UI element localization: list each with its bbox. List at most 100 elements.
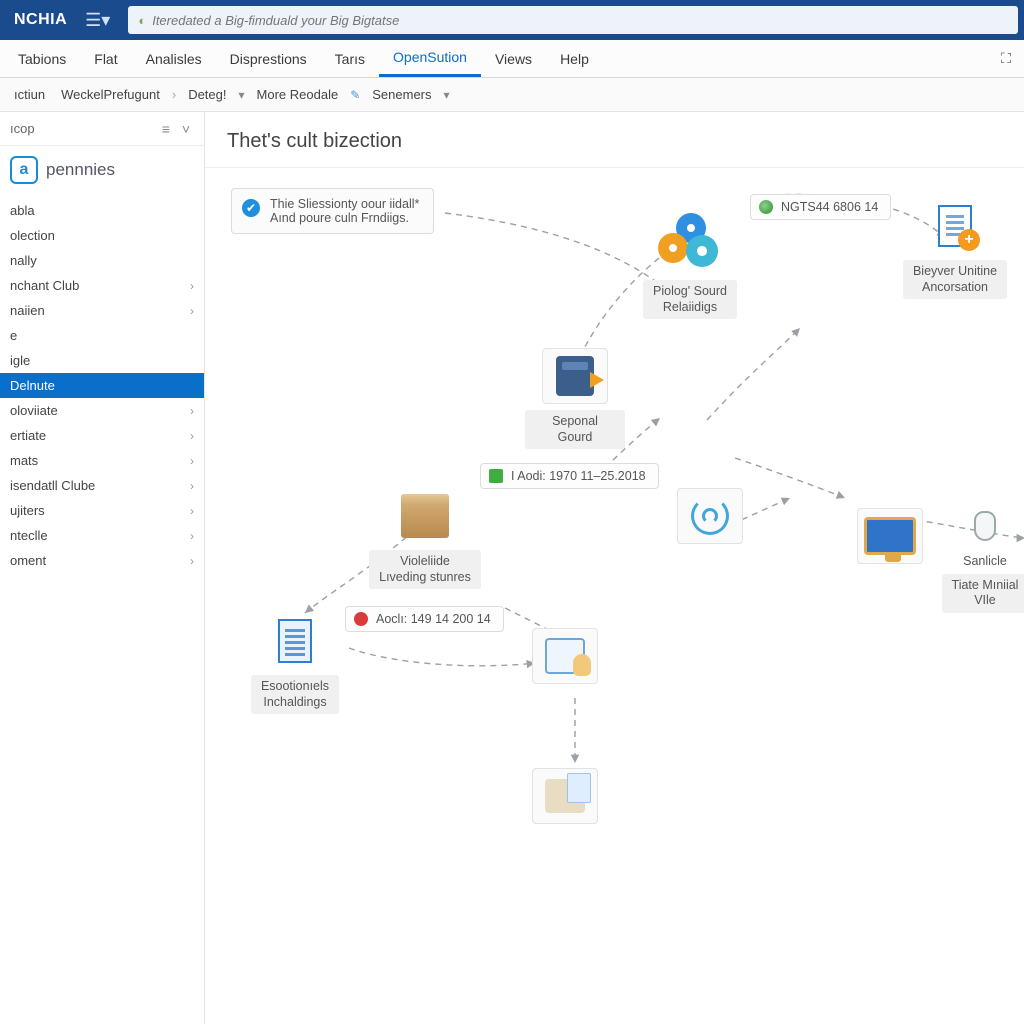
topbar: NCHIA ☰▾ ◐ [0,0,1024,40]
crumb-4[interactable]: Senemers [364,87,439,102]
node-mouse-side: Sanlicle [953,550,1017,574]
info-callout: ✔ Thie Sliessionty oour iidall* Aınd pou… [231,188,434,234]
calendar-icon [545,638,585,674]
sidebar-item-label: nchant Club [10,278,190,293]
menubar: Tabions Flat Analisles Disprestions Tarı… [0,40,1024,78]
menu-views[interactable]: Views [481,40,546,77]
chevron-right-icon: › [190,454,194,468]
badge-date[interactable]: I Aodi: 1970 11–25.2018 [480,463,659,489]
dropdown-icon-2[interactable]: ▾ [440,88,454,102]
chevron-right-icon: › [190,529,194,543]
search-icon: ◐ [138,13,146,28]
sidebar-brand-name: pennnies [46,160,115,180]
node-swirl[interactable] [670,488,750,550]
sidebar-item[interactable]: nally [0,248,204,273]
menu-help[interactable]: Help [546,40,603,77]
sidebar-item-label: oment [10,553,190,568]
document-plus-icon: + [938,205,972,247]
sidebar-item[interactable]: naiien› [0,298,204,323]
chevron-right-icon: › [190,404,194,418]
chevron-right-icon: › [190,429,194,443]
swirl-icon [691,497,729,535]
breadcrumb-toolbar: ıctiun WeckelPrefugunt › Deteg! ▾ More R… [0,78,1024,112]
canvas: Thet's cult bizection ✔ Thie Sliessionty… [205,112,1024,1024]
node-cal[interactable] [525,628,605,690]
menu-tabions[interactable]: Tabions [4,40,80,77]
briefcase-icon [489,469,503,483]
node-docplus[interactable]: + Bieyver UnitineAncorsation [900,198,1010,299]
node-monitor-label: Tiate MıniialVIle [942,574,1024,613]
sidebar-item-label: nally [10,253,194,268]
alert-icon [354,612,368,626]
sidebar-nav: ablaolectionnallynchant Club›naiien›eigl… [0,198,204,573]
monitor-icon [864,517,916,555]
document-icon [278,619,312,663]
sidebar-item[interactable]: igle [0,348,204,373]
menu-opensution[interactable]: OpenSution [379,40,481,77]
sidebar-item-label: ertiate [10,428,190,443]
edit-icon[interactable]: ✎ [346,88,364,102]
sidebar-logo-icon: a [10,156,38,184]
node-folder[interactable] [525,768,605,830]
search-field[interactable]: ◐ [128,6,1018,34]
crumb-2[interactable]: Deteg! [180,87,234,102]
sidebar-item[interactable]: isendatll Clube› [0,473,204,498]
dropdown-icon[interactable]: ▾ [235,88,249,102]
sidebar-item[interactable]: Delnute [0,373,204,398]
node-mouse[interactable]: Sanlicle Tiate MıniialVIle [940,508,1024,613]
search-input[interactable] [152,13,1008,28]
crumb-1[interactable]: WeckelPrefugunt [53,87,168,102]
node-server-label: Seponal Gourd [525,410,625,449]
sidebar: ıcop ≡ ˅ a pennnies ablaolectionnallynch… [0,112,205,1024]
sidebar-item-label: ujiters [10,503,190,518]
sidebar-item[interactable]: ujiters› [0,498,204,523]
chevron-right-icon: › [190,279,194,293]
node-docblue[interactable]: EsootionıelsInchaldings [240,613,350,714]
gears-icon [662,217,718,265]
sidebar-item-label: oloviiate [10,403,190,418]
sidebar-item-label: e [10,328,194,343]
sidebar-item-label: Delnute [10,378,194,393]
expand-icon[interactable]: ⛶ [992,40,1020,77]
callout-line1: Thie Sliessionty oour iidall* [270,197,419,211]
package-icon [401,494,449,538]
crumb-0[interactable]: ıctiun [6,87,53,102]
sidebar-item[interactable]: ertiate› [0,423,204,448]
sidebar-item-label: mats [10,453,190,468]
crumb-3[interactable]: More Reodale [249,87,347,102]
badge-ngts[interactable]: NGTS44 6806 14 [750,194,891,220]
sidebar-item-label: naiien [10,303,190,318]
chevron-right-icon: › [168,87,180,102]
sidebar-header-icons[interactable]: ≡ ˅ [162,121,194,137]
chevron-right-icon: › [190,304,194,318]
sidebar-item-label: isendatll Clube [10,478,190,493]
badge-date-text: I Aodi: 1970 11–25.2018 [511,469,646,483]
brand-menu-icon[interactable]: ☰▾ [75,10,120,31]
folder-icon [545,779,585,813]
badge-aocl[interactable]: Aoclı: 149 14 200 14 [345,606,504,632]
sidebar-item[interactable]: oment› [0,548,204,573]
sidebar-item[interactable]: olection [0,223,204,248]
main-split: ıcop ≡ ˅ a pennnies ablaolectionnallynch… [0,112,1024,1024]
sidebar-item[interactable]: nteclle› [0,523,204,548]
node-monitor[interactable] [850,508,930,570]
node-box[interactable]: VioleliideLıveding stunres [365,488,485,589]
sidebar-item[interactable]: oloviiate› [0,398,204,423]
chevron-right-icon: › [190,504,194,518]
node-gears[interactable]: Piolog' SourdRelaiidigs [635,208,745,319]
chevron-right-icon: › [190,479,194,493]
sidebar-item[interactable]: mats› [0,448,204,473]
chevron-right-icon: › [190,554,194,568]
sidebar-item-label: abla [10,203,194,218]
node-box-label: VioleliideLıveding stunres [369,550,481,589]
sidebar-item[interactable]: nchant Club› [0,273,204,298]
sidebar-item[interactable]: abla [0,198,204,223]
node-server[interactable]: Seponal Gourd [525,348,625,449]
sidebar-item[interactable]: e [0,323,204,348]
menu-taris[interactable]: Tarıs [321,40,379,77]
menu-disprestions[interactable]: Disprestions [216,40,321,77]
node-docblue-label: EsootionıelsInchaldings [251,675,339,714]
node-gears-label: Piolog' SourdRelaiidigs [643,280,737,319]
menu-flat[interactable]: Flat [80,40,131,77]
menu-analisles[interactable]: Analisles [132,40,216,77]
